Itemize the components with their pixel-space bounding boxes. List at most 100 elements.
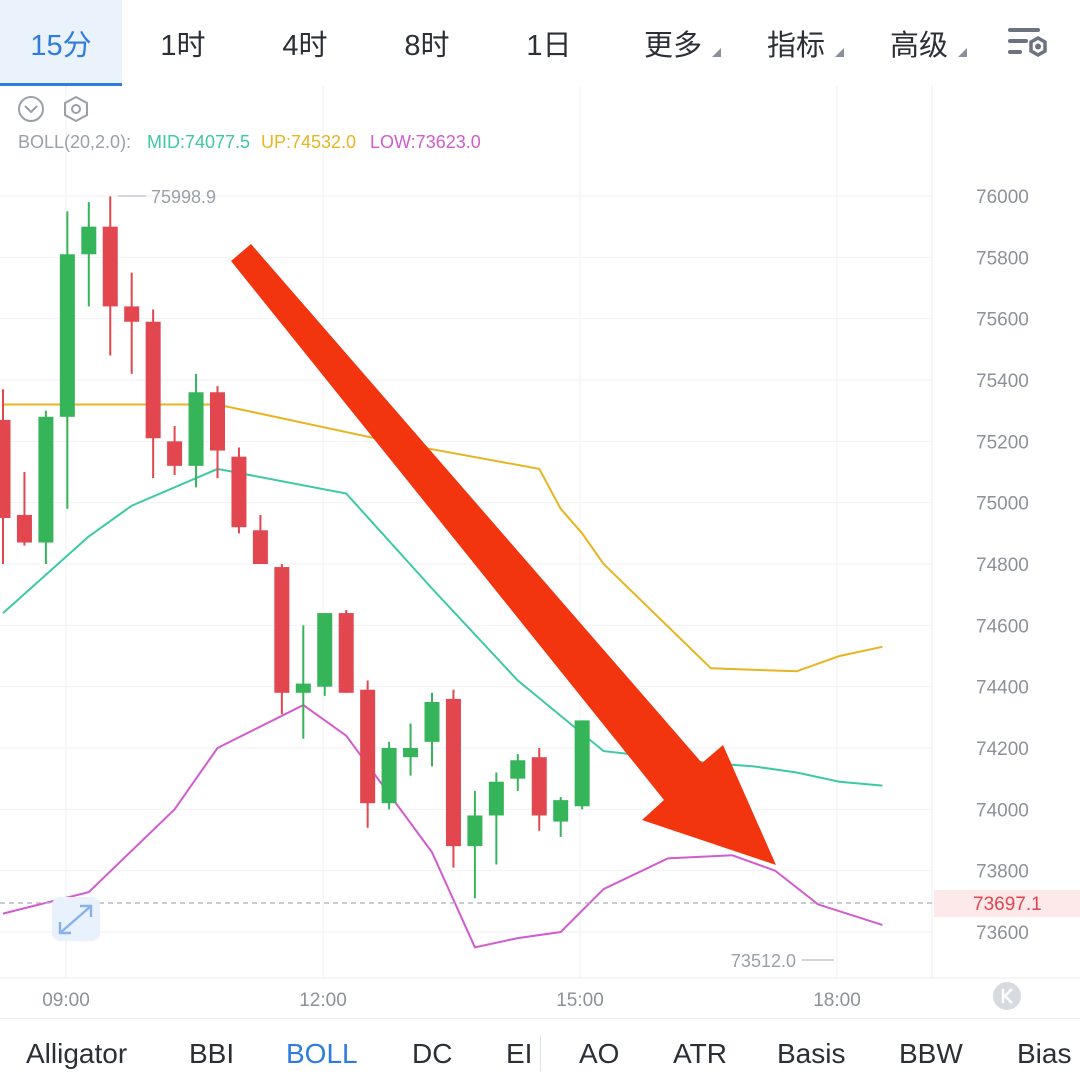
indicator-tab-label: AO [579,1038,620,1069]
tab-indicators-dropdown[interactable]: 指标 [735,0,857,86]
candle [317,613,333,696]
expand-chart-button[interactable] [52,897,100,941]
candle-body [467,815,483,847]
candle [210,386,225,479]
dropdown-corner-icon [958,48,967,57]
price-chart[interactable]: BOLL(20,2.0): MID:74077.5 UP:74532.0 LOW… [0,86,1080,1018]
candle [488,772,504,865]
indicator-tab-label: BBI [189,1038,235,1069]
indicator-tab-dc[interactable]: DC [412,1019,452,1089]
candle [274,564,290,715]
candle-body [124,306,140,322]
scroll-to-latest-button[interactable] [993,982,1021,1010]
candle [145,309,161,479]
candle-body [317,613,333,687]
candle [403,723,419,776]
candle [81,202,97,307]
candle-body [445,698,461,847]
chart-settings-icon [1008,28,1047,58]
time-tick-label: 12:00 [299,990,347,1011]
indicator-tab-bbi[interactable]: BBI [189,1019,234,1089]
tab-label: 8时 [404,30,450,62]
candle [574,720,590,810]
trend-down-arrow [231,244,776,865]
candle [553,797,569,837]
price-tick-label: 74800 [976,555,1029,576]
candle [38,410,54,564]
candle [124,272,140,374]
bollinger-bands [2,403,883,949]
tab-4h[interactable]: 4时 [244,0,366,86]
tab-1h[interactable]: 1时 [122,0,244,86]
current-price-label: 73697.1 [973,894,1042,915]
price-tick-label: 74400 [976,678,1029,699]
candle-body [81,226,97,255]
tab-advanced-dropdown[interactable]: 高级 [858,0,980,86]
candle-body [531,757,547,816]
indicator-settings-icon[interactable] [64,95,88,123]
indicator-tab-label: BBW [899,1038,963,1069]
candle [16,472,32,546]
indicator-tab-label: Alligator [26,1038,128,1069]
indicator-tab-label: Bias [1017,1038,1072,1069]
candle-body [295,683,311,693]
indicator-tab-boll[interactable]: BOLL [286,1019,358,1089]
candle [467,790,483,899]
boll-legend-mid: MID:74077.5 [147,132,250,152]
time-tick-label: 09:00 [42,990,90,1011]
tab-15m[interactable]: 15分 [0,0,122,86]
timeframe-tab-bar: 15分 1时 4时 8时 1日 更多 指标 高级 [0,0,1080,86]
candle-body [381,748,397,804]
tab-label: 1时 [160,30,206,62]
indicator-tab-ei[interactable]: EI [506,1019,532,1089]
boll-legend-low: LOW:73623.0 [370,132,481,152]
candlesticks [0,196,590,899]
price-tick-label: 75600 [976,310,1029,331]
indicator-tab-label: ATR [673,1038,727,1069]
low-price-label: 73512.0 [731,951,796,971]
tab-1d[interactable]: 1日 [488,0,610,86]
tab-label: 指标 [766,30,825,62]
indicator-tab-bar: Alligator BBI BOLL DC EI AO ATR Basis BB… [0,1018,1080,1092]
price-tick-label: 74000 [976,800,1029,821]
candle-body [510,760,526,779]
price-tick-label: 73800 [976,862,1029,883]
tab-8h[interactable]: 8时 [366,0,488,86]
chart-settings-button[interactable] [1000,20,1056,66]
candle-body [102,226,118,307]
indicator-tab-label: EI [506,1038,533,1069]
candle-body [424,702,440,742]
candle-body [553,800,569,822]
indicator-tab-bbw[interactable]: BBW [899,1019,963,1089]
indicator-tab-atr[interactable]: ATR [673,1019,727,1089]
candle-body [145,321,161,439]
boll-upper-band [3,403,883,673]
candle-body [167,441,183,466]
price-axis: 76000 75800 75600 75400 75200 75000 74800 74600… [976,187,1029,944]
indicator-tab-label: Basis [777,1038,846,1069]
candle-body [210,392,225,451]
boll-lower-band [2,703,883,949]
indicator-tab-label: BOLL [286,1038,358,1069]
dropdown-corner-icon [712,48,721,57]
candle-body [274,567,290,693]
indicator-tab-ao[interactable]: AO [579,1019,619,1089]
candle [0,389,11,564]
tab-label: 高级 [889,30,948,62]
high-price-label: 75998.9 [151,187,216,207]
tab-label: 15分 [30,30,92,62]
price-tick-label: 74200 [976,739,1029,760]
candle [338,610,354,693]
candle-body [59,254,75,417]
tab-more-dropdown[interactable]: 更多 [612,0,734,86]
indicator-tab-alligator[interactable]: Alligator [26,1019,127,1089]
indicator-tab-basis[interactable]: Basis [777,1019,845,1089]
candle [424,692,440,767]
tab-label: 更多 [643,30,702,62]
candle [167,426,183,476]
collapse-icon[interactable] [18,96,44,122]
candle-body [574,720,590,807]
indicator-tab-ei-clip: EI [506,1019,540,1089]
indicator-tab-bias[interactable]: Bias [1017,1019,1071,1089]
candle [445,689,461,868]
